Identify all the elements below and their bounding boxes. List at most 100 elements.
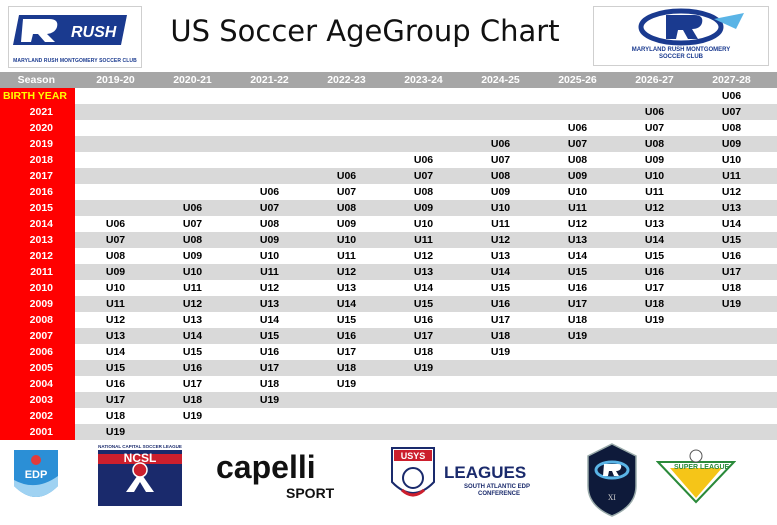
age-group-cell: U09 xyxy=(105,266,126,278)
age-group-cell xyxy=(231,120,308,136)
table-row: 2001 U19 xyxy=(0,424,777,440)
age-group-cell xyxy=(616,392,693,408)
age-group-cell: U18 xyxy=(182,394,203,406)
age-group-cell: U06 xyxy=(336,170,357,182)
table-row: 2008 U12 U13 U14 U15 U16 U17 U18 U19 xyxy=(0,312,777,328)
age-group-cell: U08 xyxy=(567,154,588,166)
age-group-cell xyxy=(616,376,693,392)
season-label: Season xyxy=(0,72,75,88)
age-group-cell: U14 xyxy=(721,218,742,230)
age-group-cell: U13 xyxy=(567,234,588,246)
right-logo-caption-line1: MARYLAND RUSH MONTGOMERY xyxy=(631,47,731,53)
age-group-cell: U19 xyxy=(721,298,742,310)
age-group-cell: U06 xyxy=(413,154,434,166)
age-group-cell xyxy=(77,168,154,184)
age-group-cell xyxy=(539,392,616,408)
svg-text:XI: XI xyxy=(608,494,616,502)
age-group-cell: U17 xyxy=(182,378,203,390)
age-group-cell: U19 xyxy=(182,410,203,422)
age-group-cell: U11 xyxy=(106,298,125,310)
age-group-cell: U07 xyxy=(567,138,588,150)
age-group-cell xyxy=(154,168,231,184)
age-group-cell: U07 xyxy=(490,154,511,166)
age-group-cell xyxy=(462,376,539,392)
age-group-cell xyxy=(385,408,462,424)
age-group-cell xyxy=(462,120,539,136)
leagues-sub-text-2: CONFERENCE xyxy=(478,491,520,497)
table-row: 2005 U15 U16 U17 U18 U19 xyxy=(0,360,777,376)
age-group-cell: U19 xyxy=(490,346,511,358)
age-group-cell: U07 xyxy=(259,202,280,214)
age-group-cell xyxy=(462,392,539,408)
age-group-cell: U14 xyxy=(259,314,280,326)
age-group-cell: U19 xyxy=(644,314,665,326)
age-group-cell xyxy=(231,168,308,184)
age-group-cell: U11 xyxy=(260,266,279,278)
age-group-cell: U12 xyxy=(105,314,126,326)
season-column-header: 2022-23 xyxy=(327,74,366,86)
birth-year-cell: 2001 xyxy=(0,424,75,440)
age-group-cell: U16 xyxy=(644,266,665,278)
age-group-cell: U07 xyxy=(105,234,126,246)
edp-logo-icon: EDP xyxy=(14,450,58,497)
birth-year-cell: 2019 xyxy=(0,136,75,152)
birth-year-cell: 2004 xyxy=(0,376,75,392)
table-row: 2006 U14 U15 U16 U17 U18 U19 xyxy=(0,344,777,360)
birth-year-cell: 2010 xyxy=(0,280,75,296)
age-group-cell xyxy=(539,376,616,392)
ncsl-logo-icon: NATIONAL CAPITAL SOCCER LEAGUE NCSL xyxy=(98,444,182,506)
birth-year-cell: 2008 xyxy=(0,312,75,328)
age-group-cell: U08 xyxy=(336,202,357,214)
age-group-cell: U11 xyxy=(414,234,433,246)
age-group-cell: U12 xyxy=(721,186,742,198)
left-logo-caption: MARYLAND RUSH MONTGOMERY SOCCER CLUB xyxy=(13,58,137,64)
age-group-cell: U09 xyxy=(336,218,357,230)
usys-logo-icon: USYS xyxy=(391,447,435,497)
age-group-cell: U12 xyxy=(259,282,280,294)
age-group-cell: U17 xyxy=(644,282,665,294)
age-group-cell: U10 xyxy=(182,266,203,278)
age-group-cell xyxy=(616,408,693,424)
season-column-header: 2023-24 xyxy=(404,74,443,86)
age-group-cell: U17 xyxy=(721,266,742,278)
age-group-cell: U12 xyxy=(182,298,203,310)
age-group-cell xyxy=(462,88,539,104)
age-group-cell: U10 xyxy=(413,218,434,230)
age-group-cell xyxy=(385,120,462,136)
age-group-cell xyxy=(77,104,154,120)
age-group-cell: U06 xyxy=(721,90,742,102)
season-column-header: 2024-25 xyxy=(481,74,520,86)
age-group-cell: U12 xyxy=(567,218,588,230)
birth-year-cell: 2020 xyxy=(0,120,75,136)
age-group-cell: U14 xyxy=(490,266,511,278)
age-group-cell xyxy=(308,392,385,408)
capelli-text: capelli xyxy=(216,449,316,485)
age-group-cell: U18 xyxy=(259,378,280,390)
age-group-cell xyxy=(539,360,616,376)
rush-wordmark-icon: RUSH xyxy=(13,15,127,45)
age-group-cell xyxy=(539,344,616,360)
age-group-cell: U15 xyxy=(413,298,434,310)
birth-year-cell: 2006 xyxy=(0,344,75,360)
age-group-cell: U08 xyxy=(413,186,434,198)
age-group-cell: U13 xyxy=(105,330,126,342)
age-group-cell: U19 xyxy=(259,394,280,406)
age-group-cell xyxy=(693,328,770,344)
age-group-cell: U19 xyxy=(105,426,126,438)
birth-year-cell: 2002 xyxy=(0,408,75,424)
age-group-cell: U13 xyxy=(259,298,280,310)
age-group-cell: U19 xyxy=(413,362,434,374)
birth-year-cell: 2011 xyxy=(0,264,75,280)
age-group-cell xyxy=(231,136,308,152)
age-group-cell: U09 xyxy=(259,234,280,246)
age-group-cell xyxy=(462,360,539,376)
birth-year-cell: 2007 xyxy=(0,328,75,344)
age-group-cell xyxy=(77,136,154,152)
table-row: 2009 U11 U12 U13 U14 U15 U16 U17 U18 U19 xyxy=(0,296,777,312)
age-group-cell xyxy=(308,88,385,104)
age-group-cell: U16 xyxy=(336,330,357,342)
age-group-cell: U08 xyxy=(259,218,280,230)
birth-year-cell: 2003 xyxy=(0,392,75,408)
age-group-cell: U09 xyxy=(644,154,665,166)
age-group-cell xyxy=(693,312,770,328)
